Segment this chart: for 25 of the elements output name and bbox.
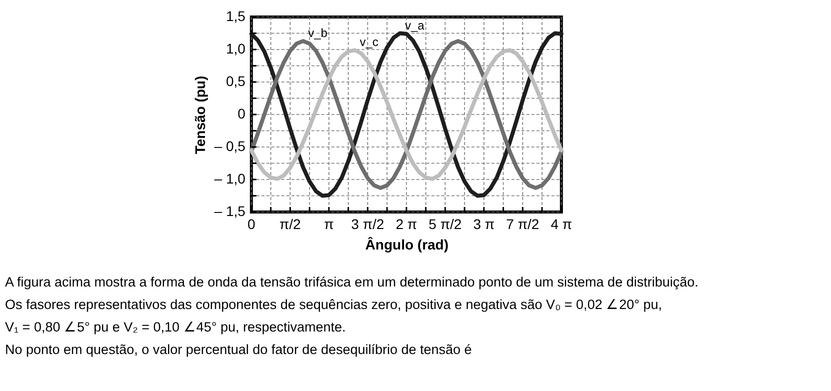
y-tick-label: 1,0 bbox=[226, 40, 246, 56]
y-tick-label: – 1,5 bbox=[214, 203, 246, 219]
y-tick-label: 0,5 bbox=[226, 73, 246, 89]
y-tick-label: – 1,0 bbox=[214, 170, 246, 186]
y-tick-label: 1,5 bbox=[226, 8, 246, 24]
x-tick-label: 3 π bbox=[473, 216, 495, 232]
x-tick-label: 0 bbox=[248, 216, 256, 232]
text: Os fasores representativos das componentes de sequências zero, positiva e negativa são V₀ = 0,02 ∠20° pu, bbox=[5, 296, 662, 312]
y-tick-label: – 0,5 bbox=[214, 138, 246, 154]
text: No ponto em questão, o valor percentual do fator de desequilíbrio de tensão é bbox=[5, 342, 472, 357]
x-tick-label: 3 π/2 bbox=[351, 216, 384, 232]
series-label: v_b bbox=[308, 26, 328, 40]
x-tick-label: 4 π bbox=[550, 216, 572, 232]
y-tick-label: 0 bbox=[238, 106, 246, 122]
text: V₁ = 0,80 ∠5° pu e V₂ = 0,10 ∠45° pu, respectivamente. bbox=[5, 319, 346, 334]
y-axis-title: Tensão (pu) bbox=[192, 76, 208, 154]
x-tick-label: 5 π/2 bbox=[428, 216, 462, 232]
x-axis-title: Ângulo (rad) bbox=[365, 236, 449, 252]
text: A figura acima mostra a forma de onda da tensão trifásica em um determinado ponto de um sistema de distribuição. bbox=[5, 274, 698, 290]
x-tick-label: 7 π/2 bbox=[506, 216, 540, 232]
x-tick-label: π/2 bbox=[279, 216, 302, 232]
series-label: v_c bbox=[360, 35, 378, 50]
series-label: v_a bbox=[404, 18, 425, 32]
x-tick-label: 2 π bbox=[396, 216, 418, 232]
x-tick-label: π bbox=[324, 216, 334, 232]
